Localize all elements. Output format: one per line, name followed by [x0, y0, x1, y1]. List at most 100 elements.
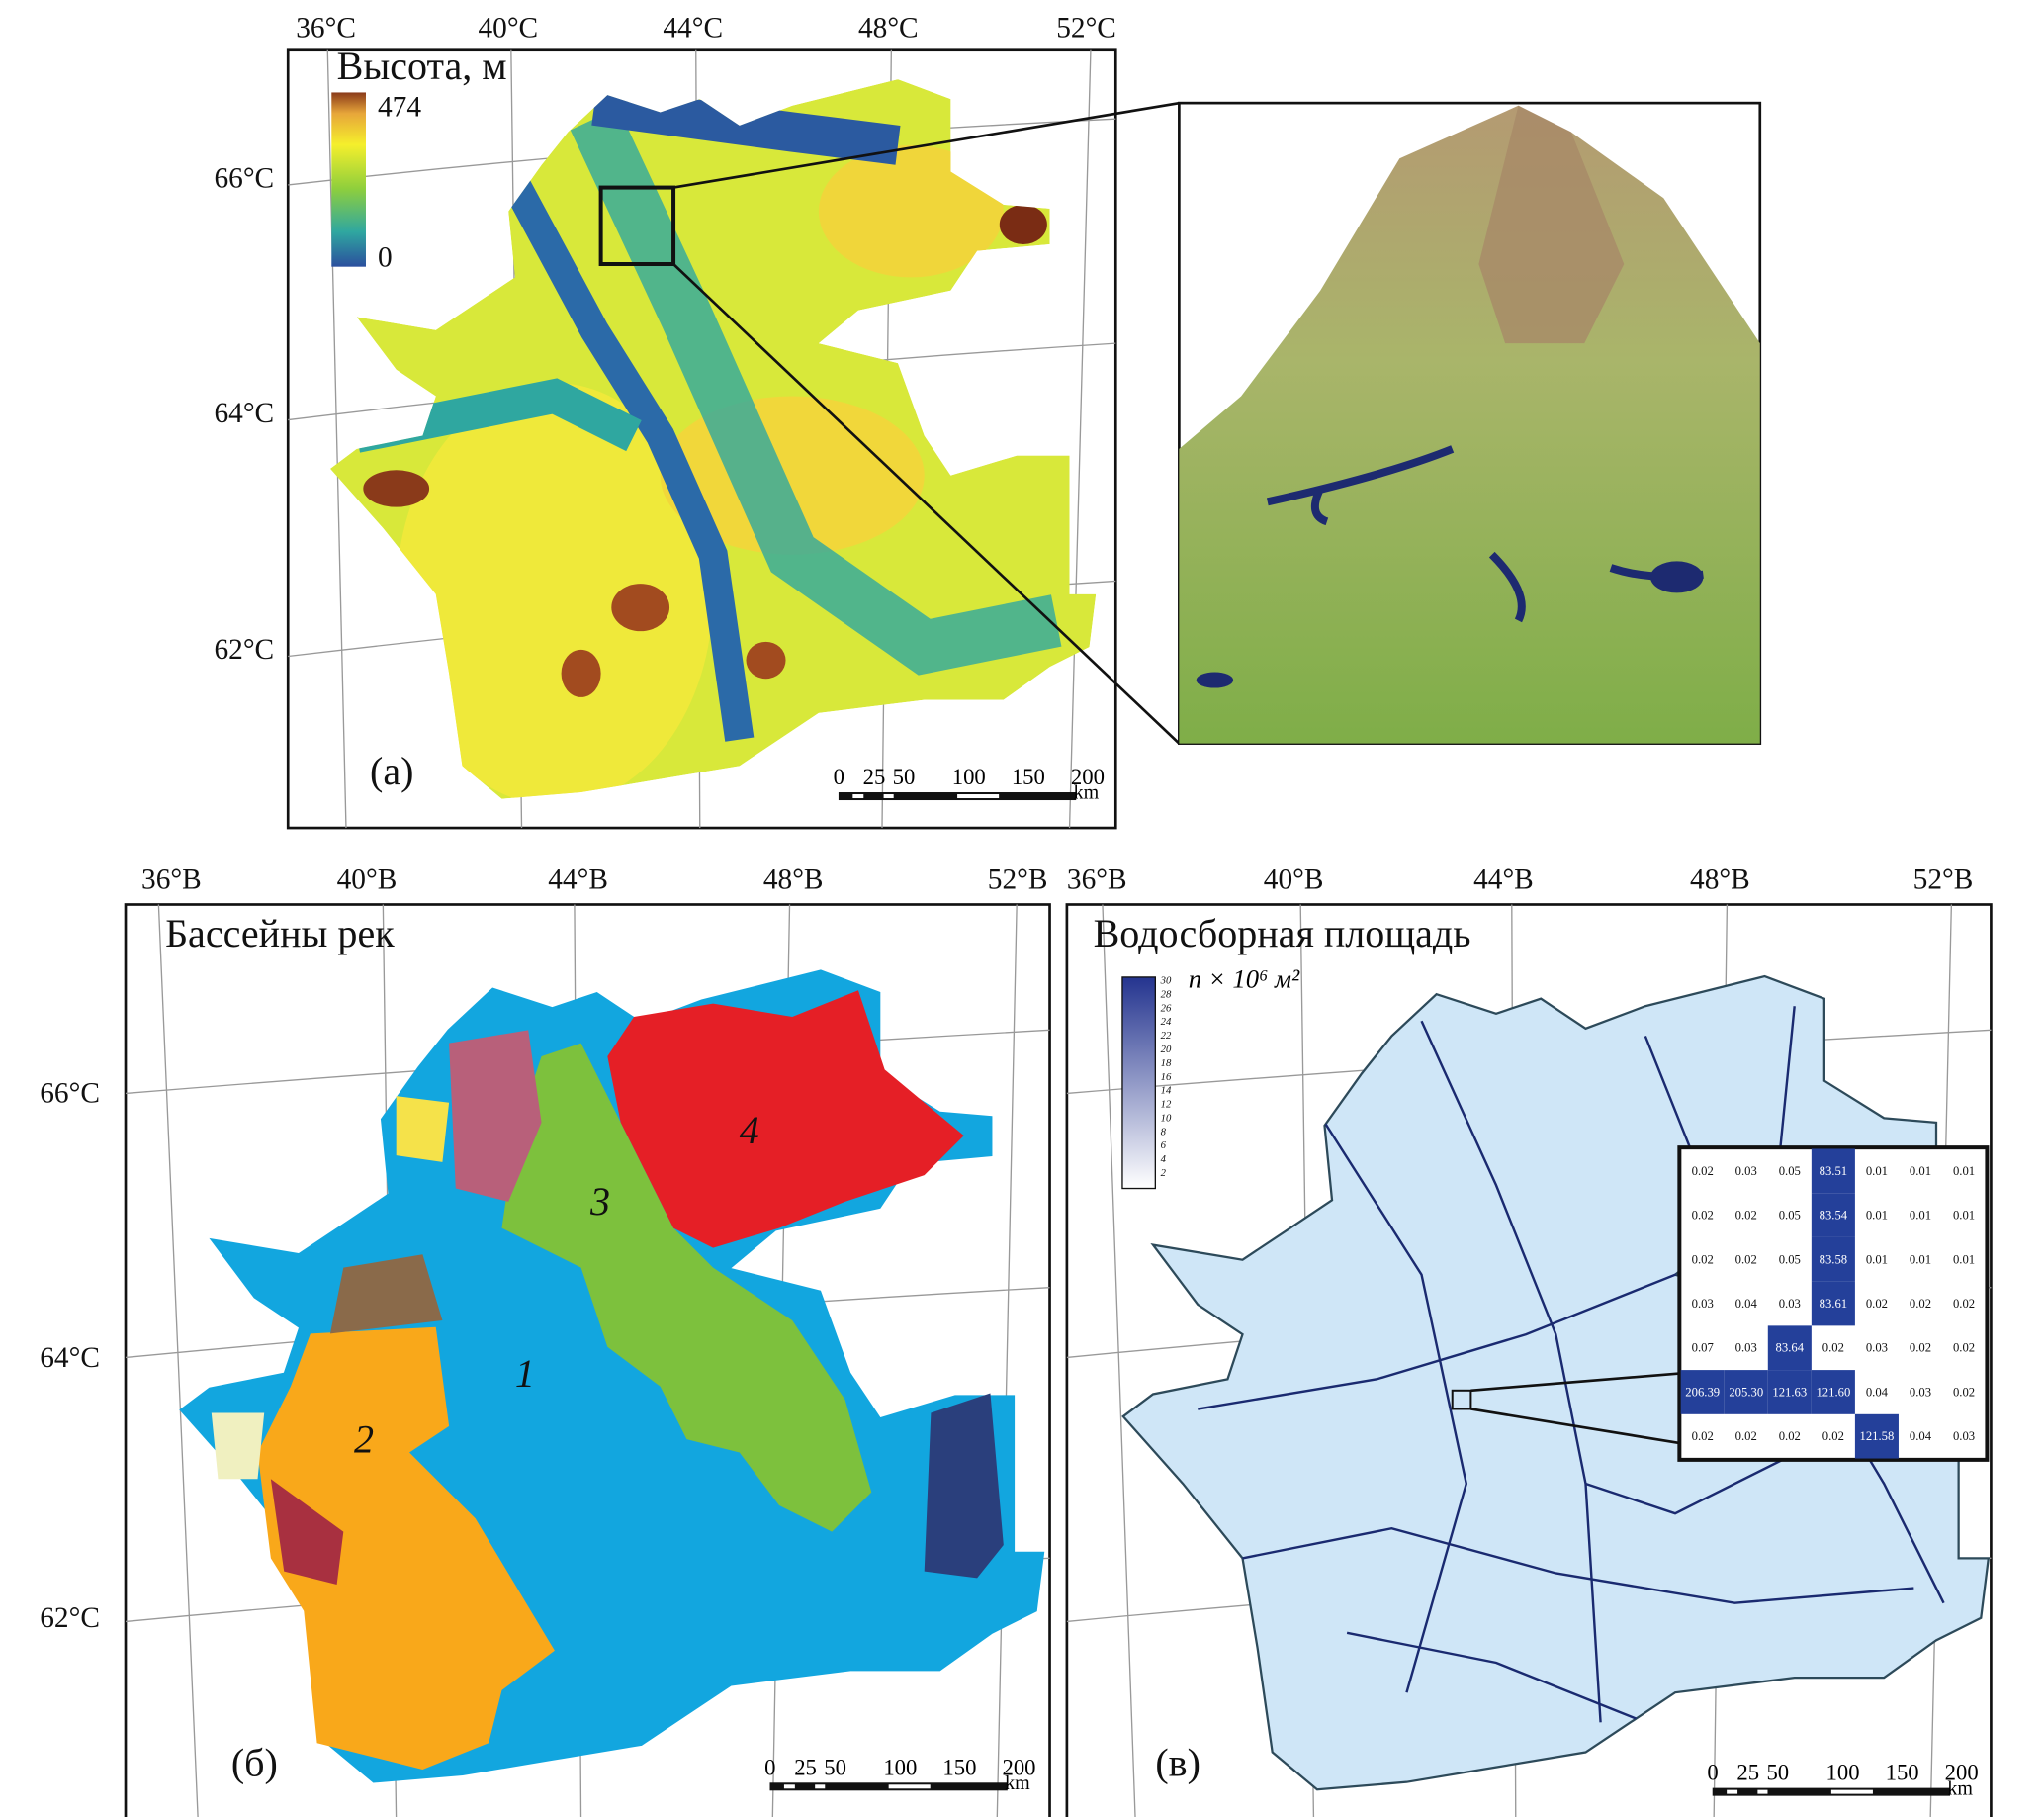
legend-tick-label: 18: [1161, 1057, 1172, 1069]
basin-small-area: [396, 1096, 450, 1162]
scale-label: 50: [824, 1755, 846, 1779]
table-cell: 0.02: [1822, 1429, 1844, 1443]
basin-label: 1: [515, 1351, 535, 1396]
table-cell-highlight: [1854, 1413, 1899, 1459]
lon-label: 40°B: [337, 863, 398, 895]
table-row: 0.03 0.04 0.03 83.61 0.02 0.02 0.02: [1692, 1281, 1975, 1326]
table-cell: 0.01: [1910, 1164, 1931, 1178]
legend-tick-label: 20: [1161, 1044, 1172, 1055]
elevation-legend: Высота, м 474 0: [331, 44, 507, 274]
legend-tick-label: 28: [1161, 988, 1172, 1000]
basin-4-area: [607, 990, 964, 1248]
scale-bar-segment: [815, 1784, 826, 1789]
table-cell: 0.01: [1866, 1209, 1888, 1223]
table-cell: 0.02: [1735, 1252, 1757, 1266]
legend-tick-label: 6: [1161, 1139, 1167, 1151]
legend-tick-label: 10: [1161, 1112, 1172, 1124]
flow-colorbar: [1121, 976, 1157, 1190]
scale-label: 200: [1002, 1755, 1035, 1779]
table-cell: 83.51: [1820, 1164, 1848, 1178]
lon-label: 40°C: [478, 12, 538, 44]
lon-label: 36°B: [141, 863, 202, 895]
legend-tick-label: 2: [1161, 1167, 1167, 1179]
table-cell: 0.07: [1692, 1341, 1714, 1355]
legend-tick-label: 30: [1160, 975, 1172, 987]
scale-unit: km: [1005, 1772, 1030, 1794]
table-cell-highlight: [1767, 1325, 1812, 1371]
scale-bar-segment: [888, 1784, 931, 1789]
panel-label: (a): [370, 749, 413, 793]
basin-small-area: [449, 1030, 542, 1202]
table-row: 0.02 0.03 0.05 83.51 0.01 0.01 0.01: [1692, 1148, 1975, 1194]
panel-a-elevation-map: 36°C 40°C 44°C 48°C 52°C 66°C 64°C 62°C: [214, 12, 1181, 830]
inset-locator-box: [1451, 1389, 1472, 1410]
legend-unit: n × 10⁶ м²: [1189, 964, 1300, 994]
table-cell: 0.03: [1735, 1164, 1757, 1178]
panel-title: Бассейны рек: [165, 911, 395, 955]
table-cell: 0.01: [1910, 1209, 1931, 1223]
lat-label: 64°C: [214, 398, 274, 429]
table-cell: 206.39: [1685, 1385, 1720, 1399]
lon-label: 48°B: [763, 863, 824, 895]
basin-3-area: [501, 1043, 872, 1532]
panel-c-flow-accumulation-map: 36°B 40°B 44°B 48°B 52°B Водосборная пло…: [1065, 863, 1993, 1817]
lon-label: 44°C: [663, 12, 723, 44]
table-cell: 0.02: [1692, 1209, 1714, 1223]
table-cell: 0.02: [1735, 1209, 1757, 1223]
table-cell: 121.60: [1816, 1385, 1850, 1399]
panel-a-lon-labels: 36°C 40°C 44°C 48°C 52°C: [296, 12, 1116, 44]
basin-small-area: [211, 1412, 265, 1480]
table-cell-highlight: [1811, 1370, 1855, 1414]
table-cell: 0.01: [1866, 1164, 1888, 1178]
table-cell: 83.54: [1820, 1209, 1848, 1223]
table-cell: 0.02: [1953, 1385, 1975, 1399]
basin-small-area: [329, 1254, 443, 1334]
table-cell: 0.04: [1866, 1385, 1889, 1399]
lon-label: 44°B: [548, 863, 608, 895]
scale-unit: km: [1074, 782, 1100, 804]
lat-label: 64°C: [40, 1342, 100, 1374]
lon-label: 52°C: [1056, 12, 1116, 44]
callout-line: [1470, 1372, 1681, 1393]
lon-label: 36°C: [296, 12, 356, 44]
scale-bar-segment: [1830, 1789, 1873, 1794]
table-cell: 0.02: [1692, 1164, 1714, 1178]
scale-bar-segment: [1727, 1789, 1738, 1794]
table-cell-highlight: [1767, 1370, 1812, 1414]
scale-bar-segment: [1757, 1789, 1768, 1794]
scale-label: 200: [1945, 1761, 1979, 1785]
basin-2-area: [257, 1326, 555, 1770]
legend-title: Высота, м: [337, 44, 507, 88]
table-row: 0.02 0.02 0.05 83.58 0.01 0.01 0.01: [1692, 1236, 1975, 1282]
table-cell: 0.03: [1910, 1385, 1931, 1399]
table-cell: 0.01: [1910, 1252, 1931, 1266]
callout-line: [1470, 1408, 1681, 1445]
basin-label: 2: [354, 1417, 374, 1462]
table-cell-highlight: [1811, 1148, 1855, 1194]
panel-a-lat-labels: 66°C 64°C 62°C: [214, 163, 274, 667]
table-row: 0.02 0.02 0.02 0.02 121.58 0.04 0.03: [1692, 1413, 1975, 1459]
lat-label: 62°C: [214, 634, 274, 666]
legend-max: 474: [378, 91, 421, 123]
table-cell: 0.05: [1779, 1164, 1801, 1178]
legend-min: 0: [378, 242, 393, 274]
table-cell: 0.01: [1953, 1209, 1975, 1223]
table-cell: 0.02: [1910, 1297, 1931, 1311]
scale-label: 100: [1826, 1761, 1860, 1785]
lon-label: 52°B: [1913, 863, 1974, 895]
basin-label: 3: [589, 1179, 610, 1224]
table-cell: 0.03: [1692, 1297, 1714, 1311]
scale-label: 25: [863, 765, 886, 789]
scale-label: 150: [1012, 765, 1045, 789]
table-row: 0.02 0.02 0.05 83.54 0.01 0.01 0.01: [1692, 1193, 1975, 1237]
table-cell: 0.03: [1735, 1341, 1757, 1355]
table-cell: 0.02: [1953, 1297, 1975, 1311]
scale-label: 150: [942, 1755, 976, 1779]
lon-label: 44°B: [1473, 863, 1534, 895]
basin-label: 4: [740, 1108, 759, 1152]
table-cell-highlight: [1811, 1193, 1855, 1237]
table-cell: 0.01: [1953, 1252, 1975, 1266]
